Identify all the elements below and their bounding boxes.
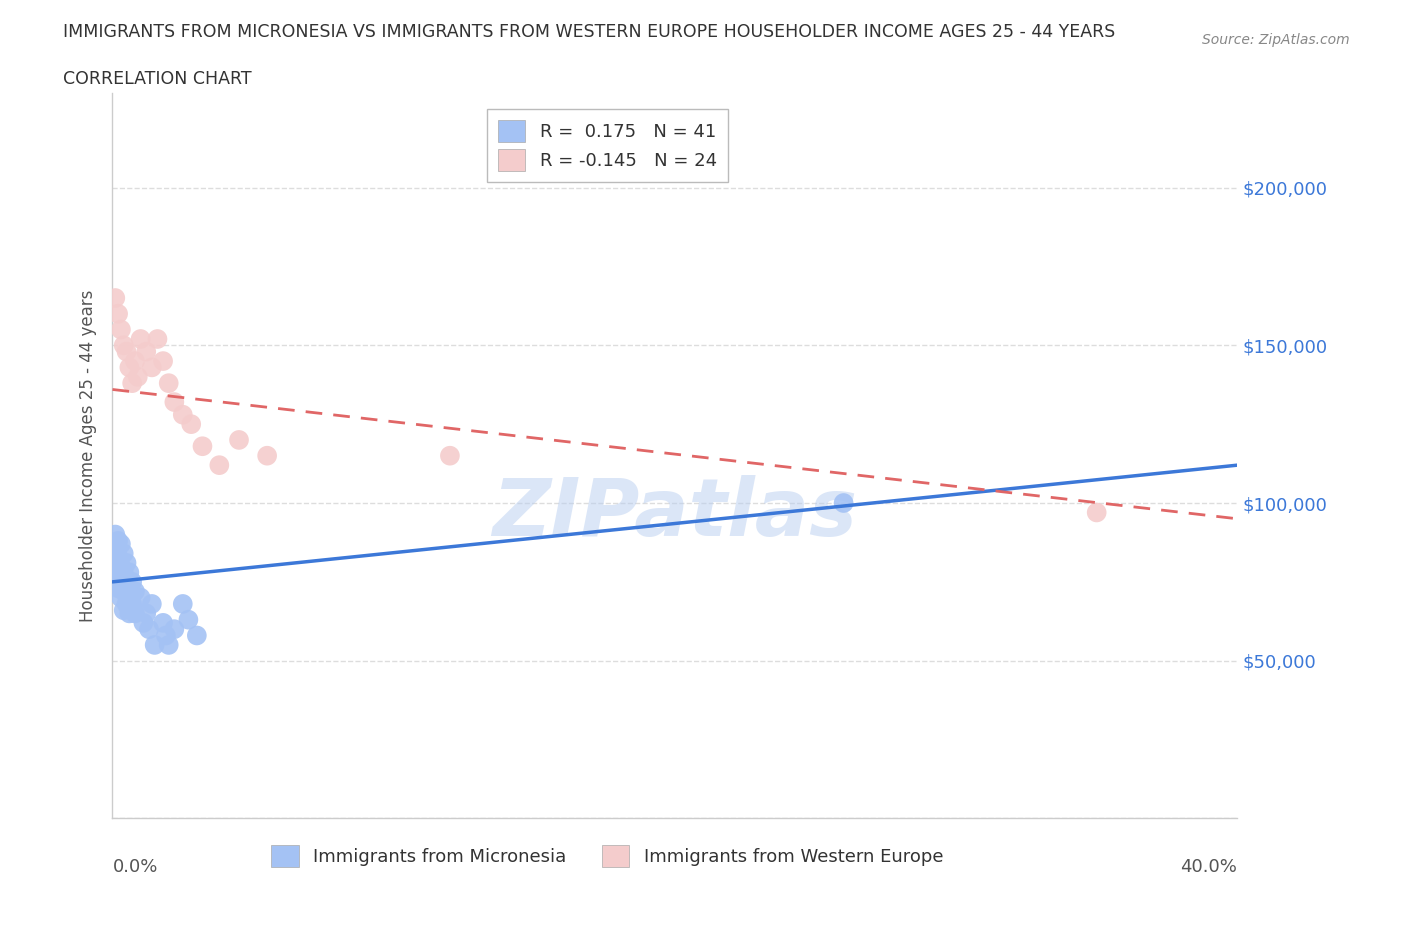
Point	[172, 407, 194, 422]
Point	[256, 448, 278, 463]
Point	[115, 578, 138, 592]
Text: 40.0%: 40.0%	[1181, 858, 1237, 876]
Point	[118, 606, 141, 621]
Point	[208, 458, 231, 472]
Point	[172, 596, 194, 611]
Point	[121, 575, 143, 590]
Text: 0.0%: 0.0%	[112, 858, 157, 876]
Point	[107, 562, 129, 577]
Point	[124, 606, 146, 621]
Point	[107, 550, 129, 565]
Point	[157, 637, 180, 652]
Point	[191, 439, 214, 454]
Text: ZIPatlas: ZIPatlas	[492, 474, 858, 552]
Point	[112, 584, 135, 599]
Text: IMMIGRANTS FROM MICRONESIA VS IMMIGRANTS FROM WESTERN EUROPE HOUSEHOLDER INCOME : IMMIGRANTS FROM MICRONESIA VS IMMIGRANTS…	[63, 23, 1115, 41]
Point	[143, 637, 166, 652]
Point	[104, 527, 127, 542]
Point	[110, 591, 132, 605]
Point	[110, 571, 132, 586]
Text: CORRELATION CHART: CORRELATION CHART	[63, 70, 252, 87]
Point	[163, 622, 186, 637]
Point	[121, 596, 143, 611]
Point	[152, 616, 174, 631]
Point	[104, 565, 127, 579]
Point	[129, 332, 152, 347]
Point	[152, 353, 174, 368]
Point	[155, 628, 177, 643]
Point	[118, 360, 141, 375]
Point	[115, 555, 138, 570]
Point	[104, 290, 127, 305]
Point	[115, 596, 138, 611]
Point	[129, 591, 152, 605]
Point	[115, 344, 138, 359]
Point	[107, 580, 129, 595]
Point	[163, 394, 186, 409]
Point	[127, 369, 149, 384]
Point	[1085, 505, 1108, 520]
Point	[157, 376, 180, 391]
Point	[112, 546, 135, 561]
Point	[124, 353, 146, 368]
Point	[110, 537, 132, 551]
Point	[104, 575, 127, 590]
Point	[135, 606, 157, 621]
Point	[110, 322, 132, 337]
Point	[110, 559, 132, 574]
Point	[146, 332, 169, 347]
Point	[186, 628, 208, 643]
Point	[118, 565, 141, 579]
Point	[832, 496, 855, 511]
Point	[118, 584, 141, 599]
Point	[132, 616, 155, 631]
Point	[107, 306, 129, 321]
Point	[112, 603, 135, 618]
Point	[112, 565, 135, 579]
Point	[135, 344, 157, 359]
Point	[228, 432, 250, 447]
Point	[138, 622, 160, 637]
Y-axis label: Householder Income Ages 25 - 44 years: Householder Income Ages 25 - 44 years	[79, 289, 97, 622]
Point	[124, 584, 146, 599]
Point	[121, 376, 143, 391]
Point	[112, 338, 135, 352]
Point	[107, 534, 129, 549]
Point	[177, 612, 200, 627]
Point	[104, 543, 127, 558]
Point	[104, 552, 127, 567]
Point	[141, 360, 163, 375]
Text: Source: ZipAtlas.com: Source: ZipAtlas.com	[1202, 33, 1350, 46]
Point	[180, 417, 202, 432]
Point	[439, 448, 461, 463]
Point	[141, 596, 163, 611]
Legend: Immigrants from Micronesia, Immigrants from Western Europe: Immigrants from Micronesia, Immigrants f…	[264, 838, 950, 874]
